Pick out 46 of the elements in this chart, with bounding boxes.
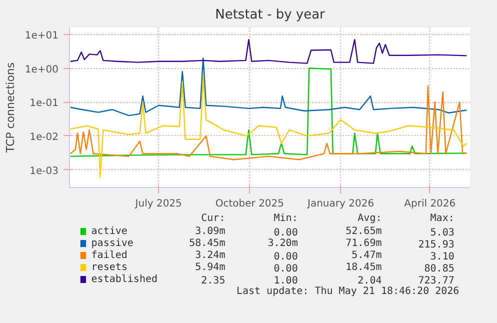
text: 52.65m: [346, 226, 382, 237]
text: 215.93: [418, 240, 454, 250]
legend-label: resets: [91, 262, 128, 273]
text: 0.00: [274, 228, 298, 238]
y-tick-label: 1e+01: [24, 30, 59, 42]
x-tick-label: July 2025: [134, 198, 182, 210]
y-tick-label: 1e+00: [24, 64, 59, 76]
text: 3.10: [430, 252, 454, 262]
line-series: [70, 75, 468, 178]
text: Max:: [430, 213, 454, 224]
text: 0.00: [274, 252, 298, 262]
text: 5.94m: [195, 262, 226, 273]
y-tick-label: 1e-01: [30, 98, 59, 110]
y-tick-label: 1e-02: [30, 132, 59, 143]
x-tick-label: April 2026: [404, 198, 456, 210]
line-series: [70, 39, 468, 64]
text: 58.45m: [189, 238, 226, 249]
text: 80.85: [424, 264, 454, 274]
text: Avg:: [358, 213, 382, 224]
y-tick-label: 1e-03: [30, 166, 59, 177]
text: Min:: [274, 213, 298, 224]
x-tick-label: January 2026: [306, 198, 374, 210]
text: Last update: Thu May 21 18:46:20 2026: [236, 286, 460, 297]
text: 18.45m: [346, 262, 382, 273]
text: 3.09m: [195, 226, 226, 237]
chart-title: Netstat - by year: [215, 8, 326, 22]
text: 723.77: [418, 276, 454, 286]
text: 0.00: [274, 264, 298, 274]
line-series: [70, 57, 468, 116]
legend-label: passive: [91, 238, 134, 249]
line-series: [70, 68, 468, 157]
text: 71.69m: [346, 238, 382, 249]
text: 2.04: [358, 276, 382, 286]
legend-label: active: [91, 226, 128, 237]
line-series: [70, 85, 468, 160]
text: 5.47m: [352, 250, 382, 261]
y-axis-title: TCP connections: [4, 62, 17, 154]
text: 5.03: [430, 228, 454, 238]
text: 2.35: [201, 276, 226, 286]
text: 1.00: [274, 276, 298, 286]
text: 3.20m: [268, 238, 298, 249]
x-tick-label: October 2025: [215, 198, 284, 210]
legend-label: failed: [91, 250, 128, 261]
text: Cur:: [201, 213, 226, 224]
legend-label: established: [91, 274, 158, 285]
text: 3.24m: [195, 250, 226, 261]
